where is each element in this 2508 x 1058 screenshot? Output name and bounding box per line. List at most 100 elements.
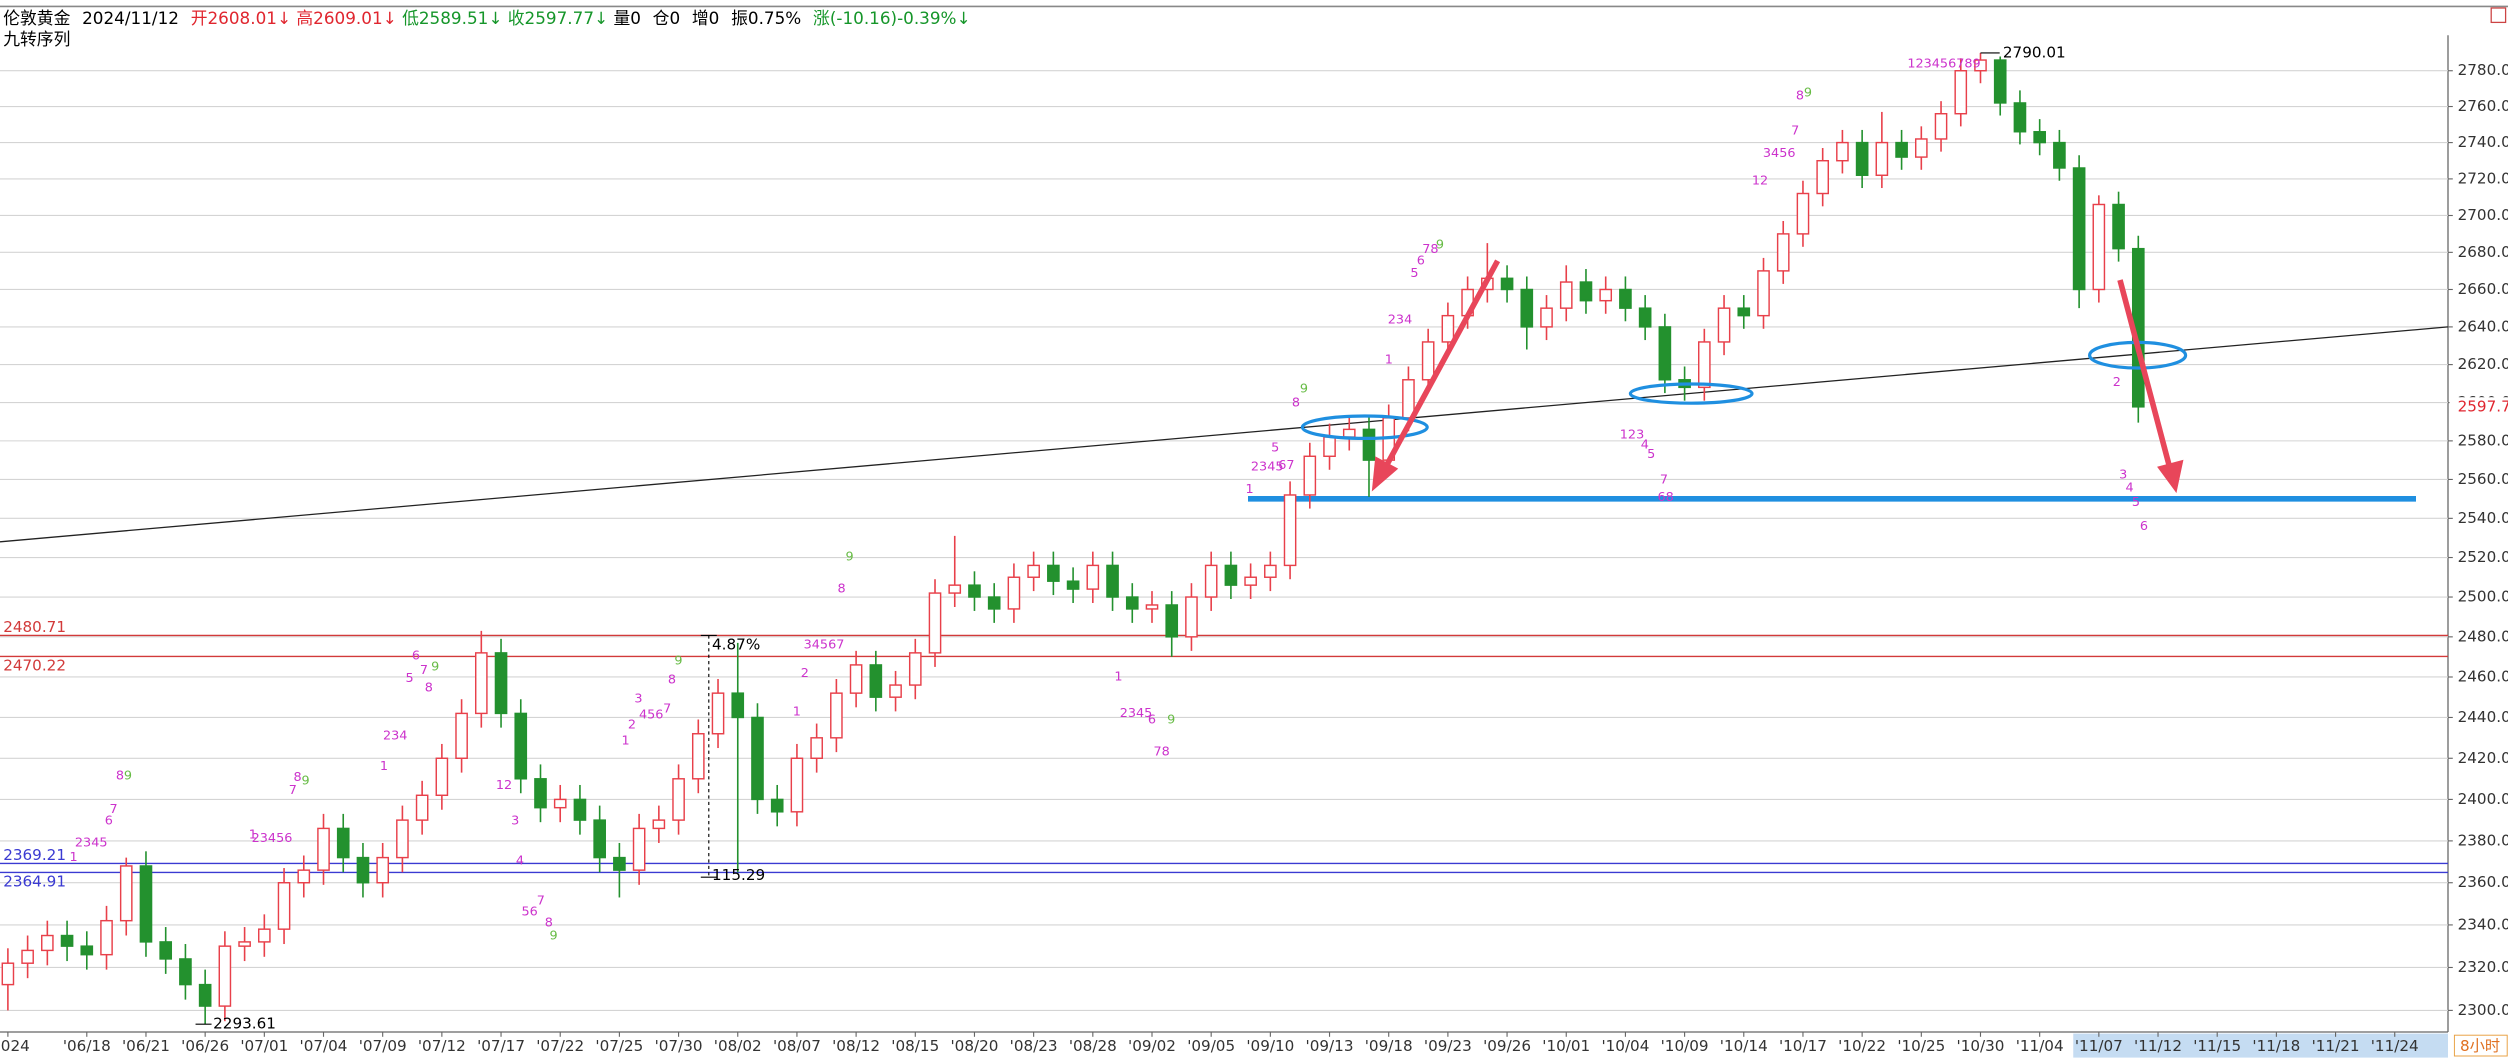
date: 2024/11/12 xyxy=(82,8,179,28)
candle-body xyxy=(1027,564,1040,578)
candle-body xyxy=(1737,307,1751,317)
arrow-shaft xyxy=(1383,259,1501,469)
x-tick-label: '09/26 xyxy=(1483,1037,1531,1055)
x-tick-label: '06/21 xyxy=(122,1037,170,1055)
y-tick-label: 2400.00 xyxy=(2458,790,2508,808)
candle-body xyxy=(810,737,823,759)
y-tick-label: 2500.00 xyxy=(2458,588,2508,606)
td-label: 2345 xyxy=(1120,706,1153,721)
td-label: 3 xyxy=(511,813,519,828)
y-tick-label: 2740.00 xyxy=(2458,133,2508,151)
x-tick-label: '07/25 xyxy=(595,1037,643,1055)
candle-body xyxy=(1993,59,2007,104)
x-tick-label: '11/07 xyxy=(2075,1037,2123,1055)
candle-body xyxy=(317,827,330,871)
td-label: 8 xyxy=(294,770,302,785)
candle-body xyxy=(1638,307,1652,328)
x-tick-label: '11/24 xyxy=(2371,1037,2419,1055)
td-label: 9 xyxy=(431,660,439,675)
td-label: 9 xyxy=(846,549,854,564)
candle-body xyxy=(849,664,863,694)
x-tick-label: '11/21 xyxy=(2312,1037,2360,1055)
x-tick-label: '09/05 xyxy=(1187,1037,1235,1055)
y-tick-label: 2620.00 xyxy=(2458,355,2508,373)
y-tick-label: 2440.00 xyxy=(2458,708,2508,726)
td-label: 4 xyxy=(1641,437,1649,452)
td-label: 6 xyxy=(105,813,113,828)
td-label: 8 xyxy=(116,769,124,784)
x-tick-label: '08/15 xyxy=(891,1037,939,1055)
y-tick-label: 2640.00 xyxy=(2458,317,2508,335)
candle-body xyxy=(1658,326,1672,381)
td-label: 34567 xyxy=(804,637,845,652)
candle-body xyxy=(770,798,784,813)
candle-body xyxy=(593,819,606,859)
candle-body xyxy=(474,652,488,715)
x-tick-label: '07/01 xyxy=(240,1037,288,1055)
x-tick-label: '09/18 xyxy=(1365,1037,1413,1055)
candle-body xyxy=(1954,70,1968,115)
candle-body xyxy=(514,712,528,780)
td-label: 6 xyxy=(1148,713,1156,728)
candle-body xyxy=(336,827,350,859)
td-label: 2 xyxy=(628,717,636,732)
close: 收2597.77↓ xyxy=(508,8,608,28)
x-tick-label: '11/15 xyxy=(2193,1037,2241,1055)
x-tick-label: '10/30 xyxy=(1957,1037,2005,1055)
x-tick-label: '11/04 xyxy=(2016,1037,2064,1055)
td-label: 9 xyxy=(302,773,310,788)
measure-points: 115.29 xyxy=(712,866,765,884)
candle-body xyxy=(179,958,192,986)
x-tick-label: '10/04 xyxy=(1601,1037,1649,1055)
td-label: 7 xyxy=(420,663,428,678)
level-label: 2364.91 xyxy=(3,873,66,891)
current-price: 2597.77 xyxy=(2458,397,2508,415)
td-label: 123456789 xyxy=(1907,57,1980,72)
candle-body xyxy=(218,945,232,1007)
candle-body xyxy=(1264,564,1277,578)
high-label: 2790.01 xyxy=(2003,43,2066,61)
candle-body xyxy=(672,778,685,821)
candle-body xyxy=(1855,141,1869,176)
candle-body xyxy=(1066,580,1080,590)
candle-body xyxy=(297,869,311,884)
candle-body xyxy=(198,983,212,1007)
candle-body xyxy=(751,716,764,801)
candle-body xyxy=(1559,281,1573,309)
candle-body xyxy=(2033,131,2046,144)
candle-body xyxy=(908,652,922,686)
candle-body xyxy=(494,652,508,715)
x-tick-label: '11/12 xyxy=(2134,1037,2182,1055)
candle-body xyxy=(1619,288,1632,309)
level-label: 2369.21 xyxy=(3,846,66,864)
td-label: 2 xyxy=(2113,375,2121,390)
td-label: 56 xyxy=(521,905,537,920)
low-label: 2293.61 xyxy=(213,1015,276,1033)
candle-body xyxy=(1283,494,1297,567)
candle-body xyxy=(376,856,390,884)
candle-body xyxy=(948,584,962,594)
td-label: 6 xyxy=(1417,253,1425,268)
candle-body xyxy=(2112,203,2125,250)
candle-body xyxy=(1540,307,1553,328)
y-tick-label: 2460.00 xyxy=(2458,667,2508,685)
candle-body xyxy=(119,865,133,922)
td-label: 5 xyxy=(406,671,414,686)
window-icon[interactable] xyxy=(2490,7,2507,24)
candle-body xyxy=(534,778,547,809)
td-label: 1 xyxy=(70,850,78,865)
td-label: 6 xyxy=(2140,519,2148,534)
td-label: 5 xyxy=(1647,447,1655,462)
candle-body xyxy=(2013,102,2027,133)
td-label: 4 xyxy=(2126,481,2134,496)
candle-body xyxy=(869,664,883,698)
y-tick-label: 2420.00 xyxy=(2458,749,2508,767)
candle-body xyxy=(100,919,113,956)
candle-body xyxy=(1106,564,1119,598)
y-tick-label: 2300.00 xyxy=(2458,1001,2508,1019)
x-tick-label: '10/01 xyxy=(1542,1037,1590,1055)
x-tick-label: '10/14 xyxy=(1720,1037,1768,1055)
td-label: 67 xyxy=(1278,458,1294,473)
td-label: 4 xyxy=(516,853,524,868)
